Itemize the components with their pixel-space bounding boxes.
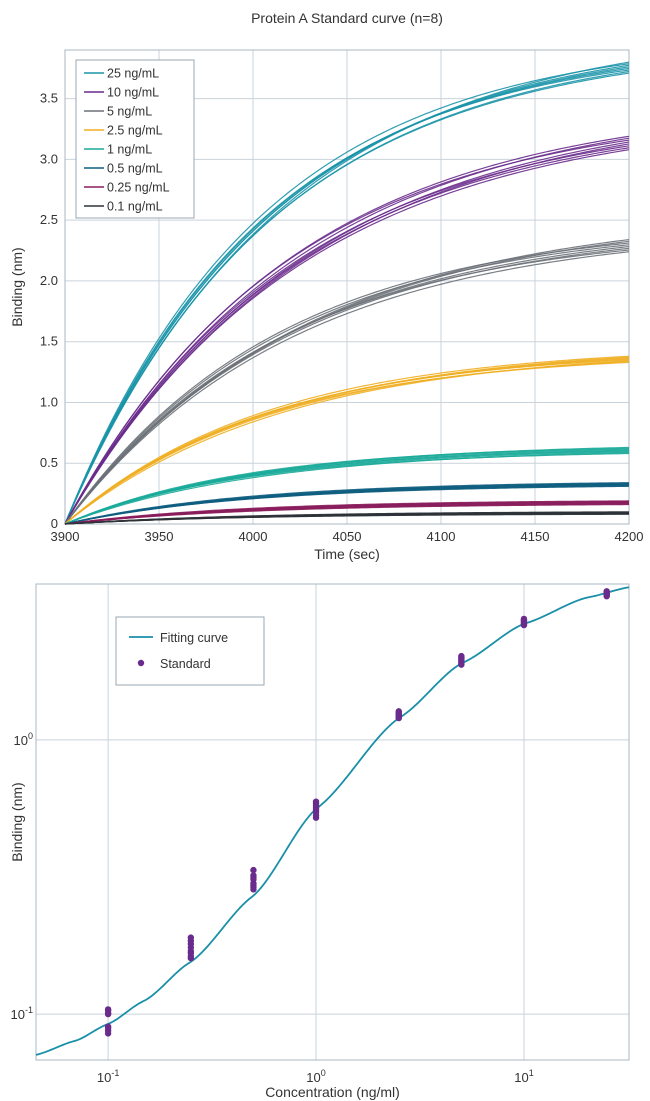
standard-point [520,615,528,623]
y-tick-label: 1.5 [40,334,58,349]
legend-label: 25 ng/mL [107,67,159,81]
legend-box [75,59,195,219]
standard-point [395,708,402,715]
x-tick-label: 4050 [333,529,362,544]
series-line-5-ng-ml [64,245,630,525]
series-line-10-ng-ml [64,141,630,525]
series-line-0-5-ng-ml [64,483,630,525]
series-group [64,61,630,525]
x-tick-label: 4100 [427,529,456,544]
series-line-0-1-ng-ml [64,511,630,525]
series-line-0-5-ng-ml [64,482,630,525]
y-tick-label: 0 [51,516,58,531]
y-tick-label: 2.5 [40,212,58,227]
series-line-1-ng-ml [64,452,630,525]
standard-point [458,652,465,660]
legend-label: 1 ng/mL [107,143,152,157]
series-line-2-5-ng-ml [64,360,630,525]
series-line-10-ng-ml [64,137,630,525]
series-line-25-ng-ml [64,64,630,525]
legend-label: 0.5 ng/mL [107,162,163,176]
series-line-5-ng-ml [64,251,630,525]
legend-label: 10 ng/mL [107,86,159,100]
legend-label: 5 ng/mL [107,105,152,119]
legend-label: 0.1 ng/mL [107,200,163,214]
kinetics-chart: Protein A Standard curve (n=8) 3900 3950 40… [9,10,644,562]
series-line-5-ng-ml [64,239,630,525]
series-line-2-5-ng-ml [64,356,630,525]
x-tick-label: 4150 [521,529,550,544]
y-axis-label: Binding (nm) [9,247,25,326]
standard-point [250,866,257,874]
legend-label: 2.5 ng/mL [107,124,163,138]
x-axis-label: Time (sec) [314,546,380,562]
series-line-0-25-ng-ml [64,500,630,525]
standard-point [104,1006,112,1013]
y-tick-label: 3.0 [40,151,58,166]
series-line-25-ng-ml [64,63,630,525]
x-tick-label: 3950 [145,529,174,544]
y-tick-label: 10-1 [11,1005,33,1022]
plot-frame [35,583,630,1061]
x-tick-label: 100 [306,1068,325,1085]
y-tick-label: 3.5 [40,91,58,106]
y-tick-label: 100 [14,731,33,748]
legend-fit-label: Fitting curve [160,631,228,645]
x-tick-label: 101 [514,1068,533,1085]
plot-frame [64,49,630,525]
standard-point [603,588,610,595]
standard-point [250,872,257,879]
series-line-2-5-ng-ml [64,355,630,525]
series-line-10-ng-ml [64,143,630,525]
standard-point [312,798,320,805]
standard-point [187,934,195,941]
x-tick-label: 4000 [239,529,268,544]
legend-box [115,616,265,686]
legend-standard-swatch [137,659,145,667]
y-tick-label: 1.0 [40,394,58,409]
x-tick-label: 10-1 [97,1068,119,1085]
y-axis-label: Binding (nm) [9,782,25,861]
standard-points [104,588,610,1037]
x-tick-label: 4200 [615,529,644,544]
y-tick-label: 0.5 [40,455,58,470]
series-line-25-ng-ml [64,67,630,525]
legend-standard-label: Standard [160,657,211,671]
series-line-1-ng-ml [64,446,630,525]
series-line-25-ng-ml [64,61,630,525]
x-axis-label: Concentration (ng/ml) [265,1084,400,1100]
x-tick-label: 3900 [51,529,80,544]
series-line-10-ng-ml [64,135,630,525]
chart-title: Protein A Standard curve (n=8) [251,10,443,26]
standard-point [104,1023,112,1030]
series-line-5-ng-ml [64,244,630,525]
fitting-curve-line [35,586,630,1056]
y-tick-label: 2.0 [40,273,58,288]
legend-label: 0.25 ng/mL [107,181,170,195]
